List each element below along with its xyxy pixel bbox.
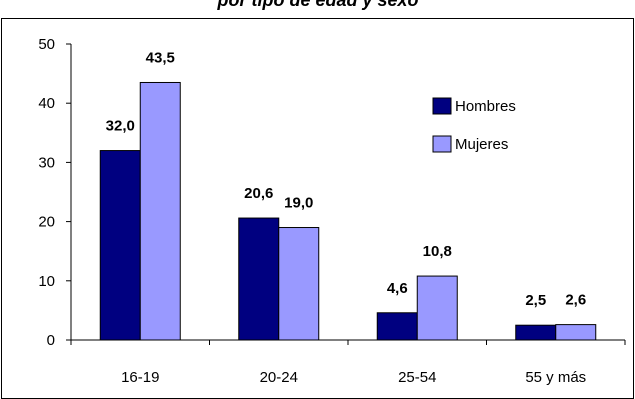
x-tick-label: 20-24 bbox=[260, 369, 298, 386]
data-label: 32,0 bbox=[106, 118, 135, 135]
y-tick-label: 10 bbox=[38, 273, 55, 290]
bar-hombres-16-19 bbox=[99, 150, 141, 341]
x-tick-label: 25-54 bbox=[398, 369, 436, 386]
data-label: 4,6 bbox=[387, 280, 408, 297]
y-tick-label: 20 bbox=[38, 214, 55, 231]
bar-mujeres-25-54 bbox=[416, 275, 458, 341]
data-label: 2,6 bbox=[565, 292, 586, 309]
data-label: 43,5 bbox=[146, 49, 175, 66]
legend-label-hombres: Hombres bbox=[455, 98, 516, 115]
bar-mujeres-16-19 bbox=[139, 81, 181, 341]
bar-hombres-25-54 bbox=[376, 312, 418, 341]
chart-frame bbox=[1, 18, 634, 399]
bar-mujeres-55-y-más bbox=[555, 324, 597, 341]
legend-swatch-mujeres bbox=[432, 135, 452, 153]
data-labels-group: 32,0 43,5 20,6 19,0 4,6 10,8 2,5 2,6 bbox=[106, 49, 587, 309]
chart-title: por tipo de edad y sexo bbox=[216, 0, 418, 10]
data-label: 20,6 bbox=[244, 185, 273, 202]
axes: 0 10 20 30 40 50 16-19 20-24 25-54 55 y más bbox=[38, 36, 626, 386]
y-tick-label: 50 bbox=[38, 36, 55, 53]
y-tick-label: 30 bbox=[38, 154, 55, 171]
y-tick-label: 40 bbox=[38, 95, 55, 112]
data-label: 10,8 bbox=[423, 243, 452, 260]
bar-mujeres-20-24 bbox=[278, 227, 320, 341]
data-label: 19,0 bbox=[284, 195, 313, 212]
legend-swatch-hombres bbox=[432, 97, 452, 115]
x-tick-label: 55 y más bbox=[525, 369, 586, 386]
bars-group bbox=[99, 81, 597, 341]
legend-label-mujeres: Mujeres bbox=[455, 136, 508, 153]
bar-hombres-55-y-más bbox=[515, 324, 557, 341]
x-tick-label: 16-19 bbox=[121, 369, 159, 386]
data-label: 2,5 bbox=[525, 292, 546, 309]
y-tick-label: 0 bbox=[47, 332, 55, 349]
legend: Hombres Mujeres bbox=[432, 97, 516, 153]
bar-hombres-20-24 bbox=[238, 217, 280, 341]
